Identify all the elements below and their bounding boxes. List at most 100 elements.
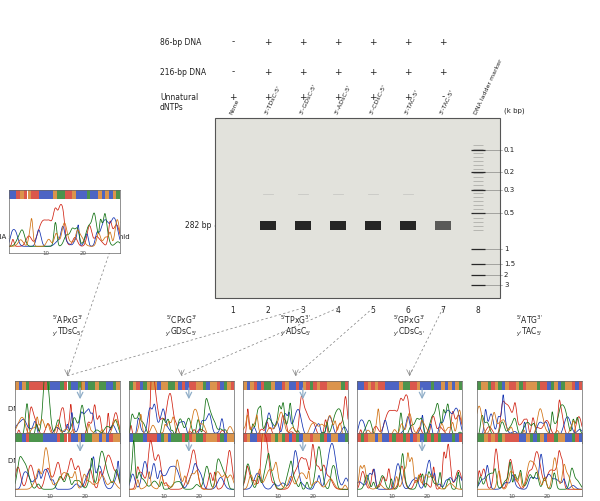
Bar	[16, 190, 20, 199]
Bar	[416, 381, 420, 390]
Bar	[323, 381, 327, 390]
Bar	[78, 381, 82, 390]
Bar	[101, 190, 105, 199]
Text: 3'-ADsC-5': 3'-ADsC-5'	[334, 83, 352, 115]
Bar	[36, 381, 40, 390]
Bar	[544, 381, 547, 390]
Bar	[35, 190, 38, 199]
Bar	[19, 381, 22, 390]
Bar	[157, 381, 161, 390]
Bar	[171, 381, 175, 390]
Bar	[78, 433, 82, 442]
Bar	[223, 433, 227, 442]
Text: $_{y'}$TDsC$_{5'}$: $_{y'}$TDsC$_{5'}$	[52, 326, 83, 339]
Bar	[431, 381, 434, 390]
Bar	[275, 433, 278, 442]
Bar	[519, 433, 523, 442]
Bar	[565, 381, 568, 390]
Bar	[533, 433, 536, 442]
Text: $^{5'}$TPxG$^{3'}$: $^{5'}$TPxG$^{3'}$	[280, 314, 311, 326]
Bar	[192, 381, 196, 390]
Bar	[25, 433, 29, 442]
Bar	[47, 433, 50, 442]
Bar	[271, 381, 275, 390]
Text: 0.2: 0.2	[504, 169, 515, 175]
Bar	[47, 381, 50, 390]
Text: DNA ladder marker: DNA ladder marker	[473, 58, 503, 115]
Bar	[437, 381, 441, 390]
Bar	[487, 381, 491, 390]
Bar	[540, 381, 544, 390]
Bar	[578, 433, 582, 442]
Bar	[188, 381, 192, 390]
Text: +: +	[334, 93, 342, 102]
Bar	[455, 381, 458, 390]
Bar	[65, 190, 68, 199]
Bar	[9, 190, 13, 199]
Bar	[185, 381, 188, 390]
Bar	[519, 381, 523, 390]
Bar	[164, 381, 167, 390]
Text: 2: 2	[266, 306, 271, 315]
Text: -: -	[442, 93, 445, 102]
Bar	[154, 381, 157, 390]
Text: $_{y'}$GDsC$_{5'}$: $_{y'}$GDsC$_{5'}$	[165, 326, 198, 339]
Text: 8: 8	[476, 306, 481, 315]
Bar	[206, 433, 209, 442]
Bar	[540, 433, 544, 442]
Bar	[61, 433, 64, 442]
Bar	[498, 381, 502, 390]
Bar	[209, 381, 213, 390]
Bar	[243, 381, 247, 390]
Text: +: +	[229, 93, 237, 102]
Bar	[389, 433, 392, 442]
Bar	[82, 433, 85, 442]
Bar	[382, 433, 385, 442]
Bar	[247, 433, 250, 442]
Text: 10: 10	[43, 251, 49, 256]
Text: +: +	[404, 38, 412, 47]
Bar	[230, 381, 234, 390]
Bar	[182, 381, 185, 390]
Bar	[327, 433, 331, 442]
Text: 10: 10	[161, 494, 167, 499]
Bar	[243, 433, 247, 442]
Bar	[424, 433, 427, 442]
Bar	[498, 433, 502, 442]
Bar	[24, 190, 28, 199]
Bar	[260, 221, 276, 230]
Bar	[323, 433, 327, 442]
Bar	[437, 433, 441, 442]
Bar	[264, 433, 268, 442]
Bar	[260, 433, 264, 442]
Bar	[196, 433, 199, 442]
Bar	[357, 433, 361, 442]
Bar	[452, 381, 455, 390]
Bar	[278, 433, 281, 442]
Bar	[164, 433, 167, 442]
Bar	[330, 221, 346, 230]
Bar	[43, 433, 47, 442]
Bar	[260, 381, 264, 390]
Bar	[67, 433, 71, 442]
Bar	[203, 433, 206, 442]
Bar	[250, 381, 254, 390]
Bar	[295, 221, 311, 230]
Bar	[36, 433, 40, 442]
Bar	[85, 381, 89, 390]
Bar	[445, 433, 448, 442]
Bar	[382, 381, 385, 390]
Bar	[139, 381, 143, 390]
Bar	[458, 381, 462, 390]
Bar	[313, 433, 317, 442]
Bar	[213, 381, 217, 390]
Bar	[341, 433, 344, 442]
Bar	[331, 381, 334, 390]
Bar	[116, 190, 120, 199]
Bar	[206, 381, 209, 390]
Bar	[400, 221, 416, 230]
Bar	[188, 433, 192, 442]
Bar	[320, 381, 323, 390]
Bar	[484, 381, 487, 390]
Text: $^{5'}$ATG$^{3'}$: $^{5'}$ATG$^{3'}$	[516, 314, 543, 326]
